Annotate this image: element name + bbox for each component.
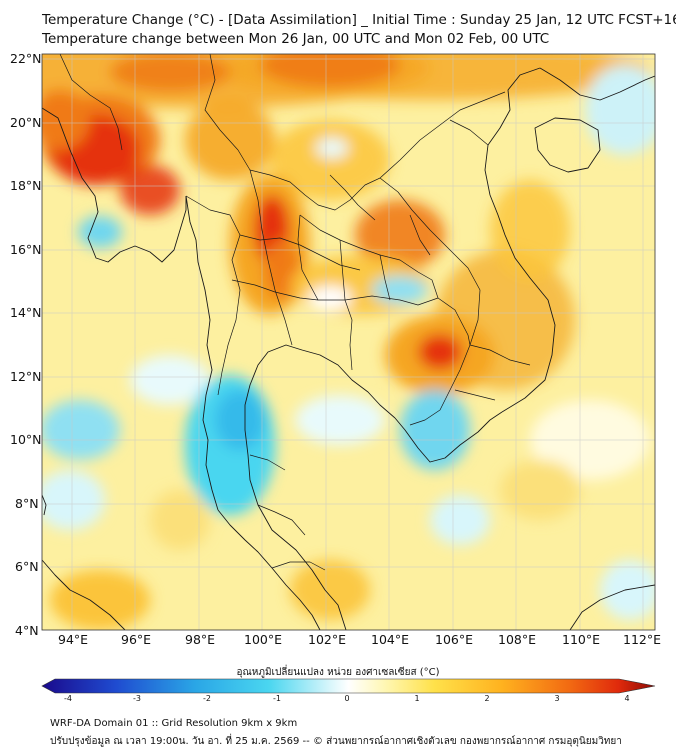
colorbar-tick: 3 [554, 694, 560, 703]
colorbar-title: อุณหภูมิเปลี่ยนแปลง หน่วย องศาเซลเซียส (… [236, 667, 440, 678]
lon-label: 112°E [623, 632, 662, 647]
lat-label: 16°N [10, 242, 42, 257]
footer-credit: ปรับปรุงข้อมูล ณ เวลา 19:00น. วัน อา. ที… [50, 736, 622, 747]
lon-label: 100°E [244, 632, 283, 647]
coastlines [42, 67, 655, 630]
colorbar-gradient [41, 678, 656, 694]
colorbar-tick: -3 [133, 694, 141, 703]
lon-label: 98°E [185, 632, 216, 647]
lon-label: 104°E [371, 632, 410, 647]
lat-label: 6°N [15, 559, 39, 574]
map-frame [41, 53, 656, 631]
lon-label: 96°E [121, 632, 152, 647]
lon-label: 108°E [498, 632, 537, 647]
lat-label: 10°N [10, 432, 42, 447]
colorbar-tick: -4 [64, 694, 72, 703]
lon-label: 94°E [58, 632, 89, 647]
temperature-field [42, 54, 655, 630]
graticule [42, 54, 655, 630]
chart-title: Temperature Change (°C) - [Data Assimila… [42, 12, 676, 28]
lat-label: 4°N [15, 623, 39, 638]
lat-label: 8°N [15, 496, 39, 511]
colorbar [41, 678, 656, 694]
colorbar-tick: 4 [624, 694, 630, 703]
lon-label: 102°E [308, 632, 347, 647]
chart-subtitle: Temperature change between Mon 26 Jan, 0… [42, 31, 550, 47]
colorbar-tick: -2 [203, 694, 211, 703]
lat-label: 22°N [10, 51, 42, 66]
colorbar-tick: 1 [414, 694, 420, 703]
lat-label: 18°N [10, 178, 42, 193]
lon-label: 106°E [435, 632, 474, 647]
footer-model-info: WRF-DA Domain 01 :: Grid Resolution 9km … [50, 718, 298, 729]
lat-label: 12°N [10, 369, 42, 384]
colorbar-tick: 0 [344, 694, 350, 703]
country-borders [59, 54, 531, 571]
colorbar-tick: 2 [484, 694, 490, 703]
lat-label: 14°N [10, 305, 42, 320]
colorbar-tick: -1 [273, 694, 281, 703]
lon-label: 110°E [562, 632, 601, 647]
lat-label: 20°N [10, 115, 42, 130]
